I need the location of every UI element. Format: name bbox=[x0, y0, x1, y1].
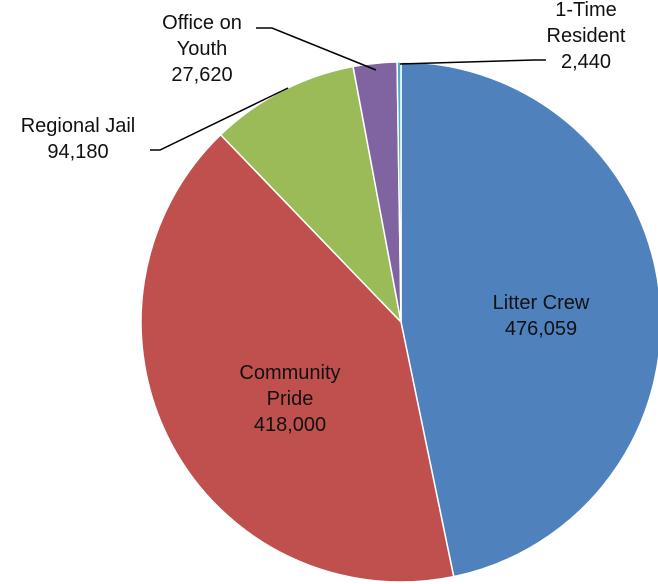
pie-slice-1-time-resident bbox=[396, 61, 402, 323]
slice-name: Regional Jail bbox=[21, 115, 136, 137]
slice-label-regional-jail: Regional Jail 94,180 bbox=[21, 115, 136, 163]
slice-value: 2,440 bbox=[561, 51, 611, 73]
pie-slice-litter-crew bbox=[400, 61, 658, 578]
slice-value: 27,620 bbox=[171, 64, 232, 86]
slice-value: 418,000 bbox=[254, 414, 326, 436]
slice-label-community-pride: Community Pride 418,000 bbox=[239, 362, 340, 436]
slice-name: Office on bbox=[162, 12, 242, 34]
slice-labels: Litter Crew 476,059 Community Pride 418,000 R… bbox=[21, 0, 626, 436]
slice-label-office-on-youth: Office on Youth 27,620 bbox=[162, 12, 242, 86]
pie-slices bbox=[140, 61, 658, 583]
leader-line-regional-jail bbox=[150, 87, 289, 151]
pie-slice-community-pride bbox=[140, 133, 455, 583]
leader-lines bbox=[150, 27, 546, 151]
leader-line-office-on-youth bbox=[256, 27, 377, 71]
slice-value: 94,180 bbox=[47, 141, 108, 163]
slice-label-1-time-resident: 1-Time Resident 2,440 bbox=[547, 0, 626, 73]
slice-value: 476,059 bbox=[505, 318, 577, 340]
slice-name: Litter Crew bbox=[493, 292, 590, 314]
slice-name: Youth bbox=[177, 38, 227, 60]
slice-name: Resident bbox=[547, 25, 626, 47]
slice-name: Pride bbox=[267, 388, 314, 410]
slice-name: Community bbox=[239, 362, 340, 384]
slice-label-litter-crew: Litter Crew 476,059 bbox=[493, 292, 590, 340]
leader-line-1-time-resident bbox=[399, 59, 546, 65]
slice-name: 1-Time bbox=[555, 0, 616, 21]
